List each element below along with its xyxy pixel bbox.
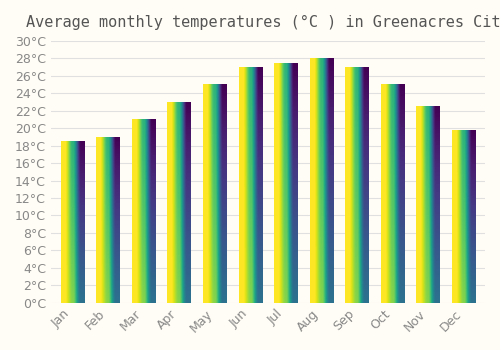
Title: Average monthly temperatures (°C ) in Greenacres City: Average monthly temperatures (°C ) in Gr… <box>26 15 500 30</box>
